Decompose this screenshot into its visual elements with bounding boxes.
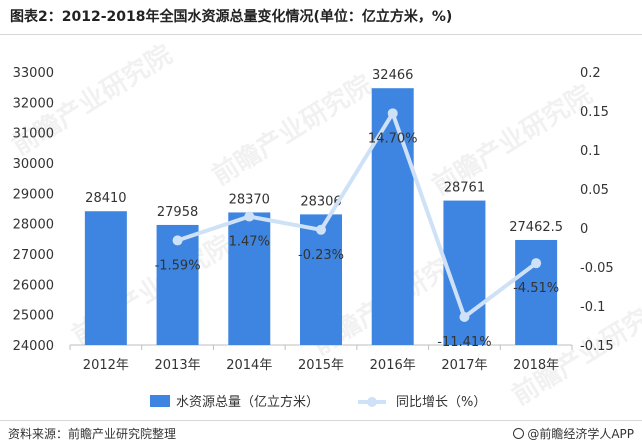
y-left-tick-label: 24000 [13, 339, 54, 354]
growth-value-label: -4.51% [513, 281, 559, 296]
combo-chart: 24000 25000 26000 27000 28000 29000 30000 31000… [13, 66, 614, 410]
bar-value-label: 28761 [444, 181, 485, 196]
growth-value-label: 14.70% [368, 131, 418, 146]
bar [228, 212, 271, 345]
x-tick-label: 2016年 [370, 358, 416, 373]
source-note: 资料来源：前瞻产业研究院整理 [8, 427, 177, 441]
y-right-tick-label: 0.1 [580, 144, 601, 159]
growth-point [172, 235, 183, 246]
y-left-tick-label: 27000 [13, 248, 54, 263]
y-left-tick-label: 25000 [13, 309, 54, 324]
growth-point [244, 211, 255, 222]
legend-bar-label: 水资源总量（亿立方米） [176, 394, 319, 410]
growth-value-label: 1.47% [229, 235, 270, 250]
bar-value-label: 28306 [300, 194, 341, 209]
x-tick-label: 2015年 [298, 358, 344, 373]
growth-line [176, 111, 538, 319]
legend-bar-swatch [150, 395, 170, 407]
growth-value-label: -1.59% [155, 258, 201, 273]
y-left-tick-label: 26000 [13, 278, 54, 293]
chart-title: 图表2：2012-2018年全国水资源总量变化情况(单位：亿立方米，%) [10, 9, 453, 25]
bar-value-label: 28370 [229, 192, 270, 207]
y-right-tick-label: -0.15 [580, 339, 614, 354]
footer-divider [0, 420, 642, 421]
y-left-tick-label: 33000 [13, 66, 54, 81]
bar [84, 211, 127, 345]
x-tick-label: 2017年 [441, 358, 487, 373]
legend-line-label: 同比增长（%） [396, 395, 486, 410]
y-right-tick-label: -0.05 [580, 261, 614, 276]
brand-credit: @前瞻经济学人APP [513, 425, 634, 442]
y-left-tick-label: 30000 [13, 157, 54, 172]
x-tick-label: 2014年 [226, 358, 272, 373]
growth-point [316, 224, 326, 235]
legend-line-marker [367, 397, 377, 407]
title-divider [0, 34, 642, 35]
growth-point [387, 108, 398, 119]
y-right-tick-label: 0.2 [580, 66, 601, 81]
y-right-tick-label: 0 [580, 222, 588, 237]
bar [300, 214, 342, 345]
y-right-tick-label: 0.05 [580, 183, 609, 198]
x-tick-label: 2018年 [513, 358, 559, 373]
y-left-tick-label: 28000 [13, 218, 54, 233]
bar [515, 239, 558, 345]
bar-value-label: 28410 [85, 191, 126, 206]
growth-point [531, 258, 542, 269]
y-right-tick-label: -0.1 [580, 300, 605, 315]
y-left-tick-label: 31000 [13, 127, 54, 142]
brand-logo-icon [513, 428, 525, 439]
y-left-tick-label: 29000 [13, 187, 54, 202]
y-left-tick-label: 32000 [13, 96, 54, 111]
growth-point [459, 311, 470, 322]
bar-value-label: 32466 [372, 68, 413, 83]
growth-value-label: -11.41% [437, 335, 491, 350]
x-tick-label: 2013年 [155, 358, 201, 373]
bar-value-label: 27462.5 [509, 220, 563, 235]
brand-text: @前瞻经济学人APP [527, 427, 634, 441]
bar [371, 88, 414, 345]
bar-value-label: 27958 [157, 205, 198, 220]
y-right-tick-label: 0.15 [580, 105, 609, 120]
x-tick-label: 2012年 [83, 358, 129, 373]
growth-value-label: -0.23% [298, 248, 344, 263]
